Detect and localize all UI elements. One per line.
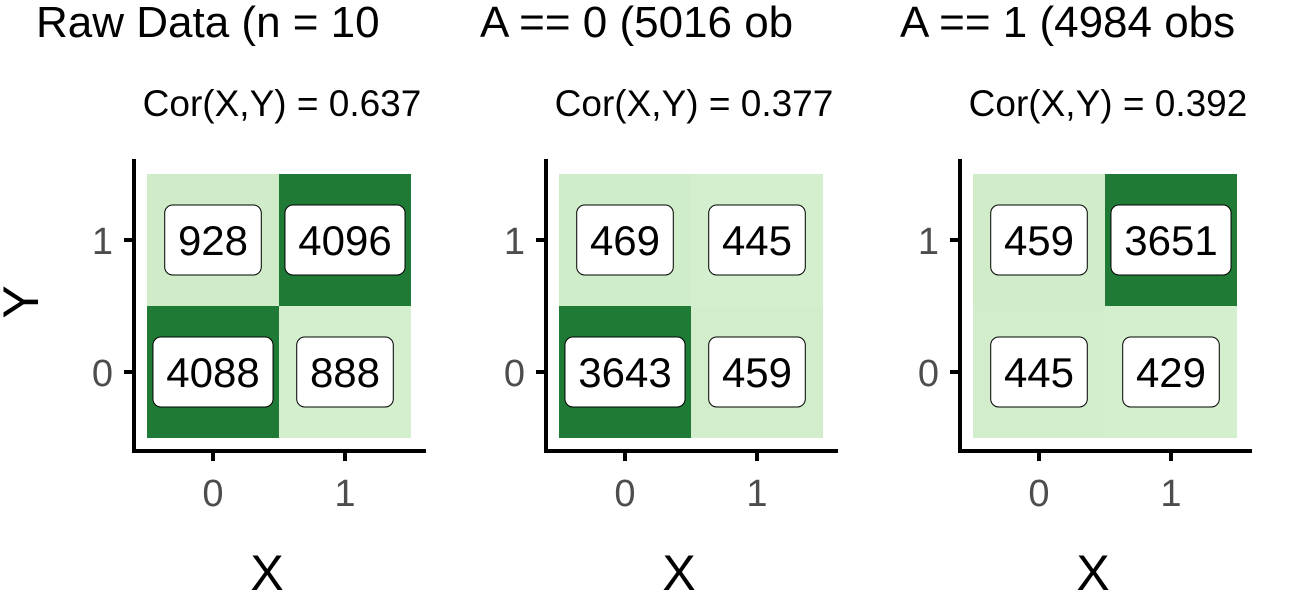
x-tick-label-1: 1 <box>1160 473 1181 515</box>
panel-2: A == 0 (5016 ob Cor(X,Y) = 0.377 469 445 364… <box>480 0 838 591</box>
y-tick-label-0: 0 <box>918 353 939 395</box>
cell-label-x1-y0: 888 <box>310 349 380 396</box>
axes: 0 1 0 1 <box>504 159 838 515</box>
cell-labels: 459 3651 445 429 <box>990 204 1232 408</box>
cell-label-box <box>284 204 406 276</box>
cell-label-box <box>296 336 394 408</box>
cell-label-x1-y1: 3651 <box>1124 217 1217 264</box>
cell-label-x1-y0: 459 <box>722 349 792 396</box>
cell-label-box <box>1110 204 1232 276</box>
cell-labels: 928 4096 4088 888 <box>152 204 406 408</box>
cell-label-box <box>1122 336 1220 408</box>
y-axis-title: Y <box>0 285 49 318</box>
y-tick-label-1: 1 <box>92 221 113 263</box>
panel-subtitle: Cor(X,Y) = 0.392 <box>969 83 1248 124</box>
axes: 0 1 0 1 <box>92 159 426 515</box>
cell-label-box <box>990 336 1088 408</box>
cell-label-x1-y1: 4096 <box>298 217 391 264</box>
panel-title: A == 1 (4984 obs <box>900 0 1235 47</box>
panel-title: A == 0 (5016 ob <box>480 0 793 47</box>
x-axis-title: X <box>662 545 695 591</box>
panel-1: Raw Data (n = 10 Cor(X,Y) = 0.637 928 4096 4… <box>0 0 426 591</box>
x-tick-label-1: 1 <box>746 473 767 515</box>
cell-labels: 469 445 3643 459 <box>564 204 806 408</box>
cell-label-x0-y1: 928 <box>178 217 248 264</box>
cell-label-x0-y0: 445 <box>1004 349 1074 396</box>
cell-label-x1-y0: 429 <box>1136 349 1206 396</box>
x-tick-label-0: 0 <box>614 473 635 515</box>
cell-label-box <box>564 336 686 408</box>
panel-subtitle: Cor(X,Y) = 0.637 <box>143 83 422 124</box>
x-tick-label-0: 0 <box>202 473 223 515</box>
cell-label-x0-y0: 3643 <box>578 349 671 396</box>
cell-label-x0-y1: 459 <box>1004 217 1074 264</box>
y-tick-label-0: 0 <box>92 353 113 395</box>
cell-label-box <box>576 204 674 276</box>
cell-label-box <box>708 204 806 276</box>
cell-label-box <box>708 336 806 408</box>
cell-label-box <box>990 204 1088 276</box>
y-tick-label-1: 1 <box>504 221 525 263</box>
panel-title: Raw Data (n = 10 <box>36 0 380 47</box>
x-axis-title: X <box>1076 545 1109 591</box>
cell-label-x0-y1: 469 <box>590 217 660 264</box>
cell-label-box <box>152 336 274 408</box>
x-axis-title: X <box>250 545 283 591</box>
y-tick-label-0: 0 <box>504 353 525 395</box>
cell-label-x0-y0: 4088 <box>166 349 259 396</box>
cell-label-box <box>164 204 262 276</box>
y-tick-label-1: 1 <box>918 221 939 263</box>
x-tick-label-1: 1 <box>334 473 355 515</box>
axes: 0 1 0 1 <box>918 159 1252 515</box>
x-tick-label-0: 0 <box>1028 473 1049 515</box>
panel-subtitle: Cor(X,Y) = 0.377 <box>555 83 834 124</box>
cell-label-x1-y1: 445 <box>722 217 792 264</box>
